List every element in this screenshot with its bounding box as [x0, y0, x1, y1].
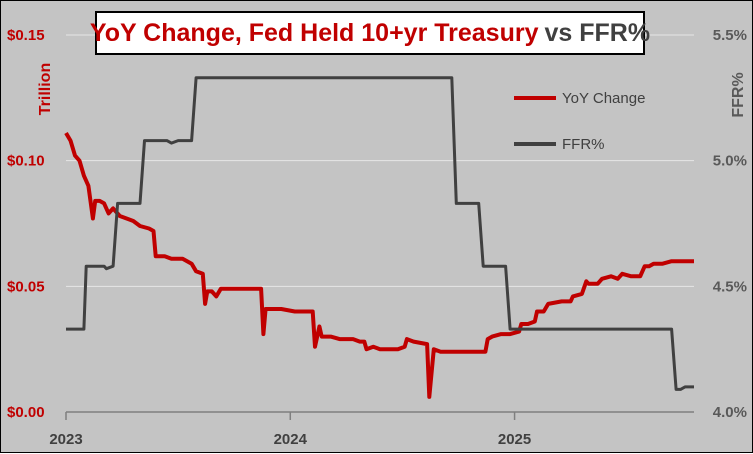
right-axis-title: FFR% — [730, 72, 747, 117]
right-tick-label-3: 5.5% — [713, 27, 747, 44]
left-tick-label-3: $0.15 — [7, 27, 45, 44]
series-lines — [64, 76, 694, 399]
right-tick-label-1: 4.5% — [713, 278, 747, 295]
left-tick-label-1: $0.05 — [7, 278, 45, 295]
x-tick-label-1: 2024 — [274, 431, 308, 448]
x-tick-label-2: 2025 — [498, 431, 531, 448]
tick-labels: 2023 2024 2025 $0.00 $0.05 $0.10 $0.15 4.0% 4.5%… — [7, 27, 747, 448]
series-line-yoy-change — [64, 131, 694, 399]
axes — [65, 411, 694, 420]
series-line-ffr- — [66, 76, 694, 391]
legend: YoY Change FFR% — [514, 90, 645, 153]
right-tick-label-0: 4.0% — [713, 404, 747, 421]
chart-title-suffix: vs FFR% — [544, 18, 651, 47]
x-tick-label-0: 2023 — [49, 431, 82, 448]
legend-label-0: YoY Change — [562, 90, 645, 107]
left-axis-title: Trillion — [37, 63, 54, 115]
left-tick-label-0: $0.00 — [7, 404, 45, 421]
chart-title: YoY Change, Fed Held 10+yr Treasury vs F… — [90, 11, 650, 55]
chart-title-main: YoY Change, Fed Held 10+yr Treasury — [89, 18, 539, 47]
right-tick-label-2: 5.0% — [713, 153, 747, 170]
gridlines — [66, 34, 694, 287]
left-tick-label-2: $0.10 — [7, 153, 45, 170]
legend-label-1: FFR% — [562, 136, 605, 153]
